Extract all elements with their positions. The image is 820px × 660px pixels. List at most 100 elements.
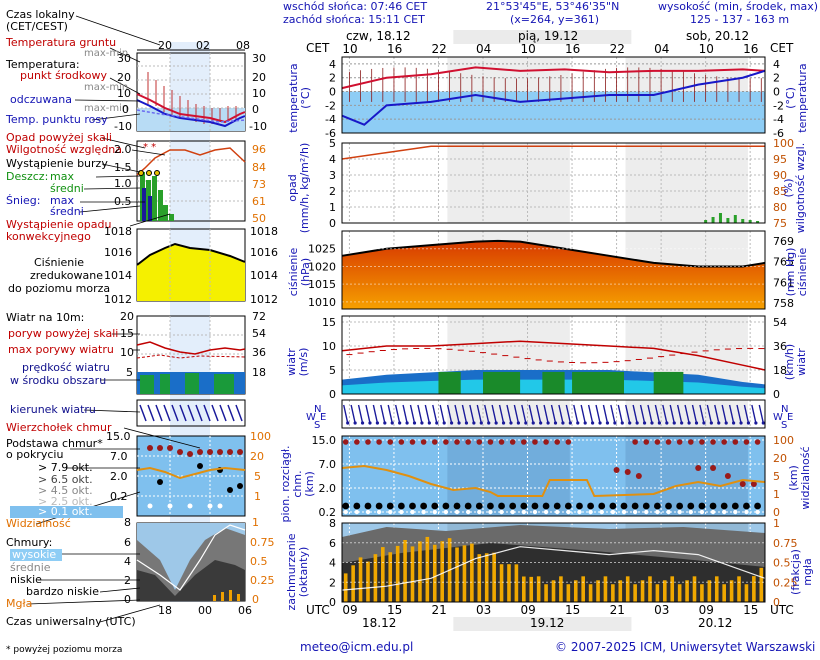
precip-over-label: Opad powyżej skali	[6, 131, 112, 144]
wind-frame	[341, 315, 766, 395]
cloud-top-dot	[676, 439, 683, 445]
temp-mid-label: punkt środkowy	[20, 69, 108, 82]
day-top-0: czw, 18.12	[346, 29, 411, 43]
wind-dir-head	[398, 421, 402, 425]
cloud-base-dot-light	[599, 509, 604, 515]
cloud-top-dot	[643, 439, 650, 445]
wind-l-5: 5	[126, 366, 133, 379]
cloud-base-dot-light	[443, 509, 449, 515]
cover-tick: 0	[329, 596, 336, 609]
fog-label: Mgła	[6, 597, 33, 610]
wind-dir-arrow	[647, 404, 653, 424]
wind-dir-head	[531, 421, 535, 425]
fog-tick: 0	[773, 596, 780, 609]
day-top-2: sob, 20.12	[686, 29, 750, 43]
wind-dir-head	[732, 421, 736, 425]
snow-avg-label: średni	[50, 205, 84, 218]
fog-bar	[566, 584, 571, 602]
cloud-base-dot	[464, 502, 472, 510]
wind-dir-arrow	[454, 404, 460, 424]
sunset-text: zachód słońca: 15:11 CET	[283, 13, 425, 26]
email-link[interactable]: meteo@icm.edu.pl	[300, 640, 414, 654]
cloud-l-7: 7.0	[110, 450, 128, 463]
cloud-top-dot	[409, 439, 416, 445]
wind-dir-head	[472, 421, 476, 425]
temp-tick-right: 4	[773, 58, 780, 71]
cloud-top-dot	[699, 439, 705, 445]
wind-dir-head	[694, 421, 699, 425]
cloud-base-dot	[553, 502, 561, 510]
wind-direction-label: kierunek wiatru	[10, 403, 96, 416]
hum-r-96: 96	[252, 143, 266, 156]
local-time-label: Czas lokalny	[6, 8, 75, 21]
cover-l-0: 0	[124, 593, 131, 606]
cloud-base-dot-light	[666, 509, 671, 515]
day-header-bg-0	[342, 30, 454, 44]
cet-hour: 04	[654, 42, 670, 56]
cloud-tick: 15.0	[312, 434, 337, 447]
utc-label-left: UTC	[306, 603, 330, 617]
rain-bar	[726, 218, 730, 223]
wind-dir-arrow	[394, 404, 401, 424]
cloud-top-dot	[376, 439, 382, 445]
wind-green-block	[653, 371, 684, 394]
humidity-axis-title: (%) wilgotność wzgl.	[782, 135, 807, 241]
wind-dir-head	[754, 421, 758, 425]
temp-axis-text: temperatura (°C)	[287, 63, 312, 133]
pressure-right-tick: 765	[773, 256, 794, 269]
cloud-top-dot	[654, 439, 661, 445]
cloud-mid-dot	[613, 467, 620, 473]
legend-feels-line	[136, 99, 246, 128]
okt-45: > 4.5 okt.	[38, 484, 93, 497]
cloud-base-dot	[386, 502, 394, 510]
wind-dir-head	[383, 421, 387, 425]
okt-65: > 6.5 okt.	[38, 473, 93, 486]
vis-r-5: 5	[254, 470, 261, 483]
cover-verylow-label: bardzo niskie	[26, 585, 99, 598]
cloud-top-dot	[721, 439, 727, 445]
temp-axis-right-text: (°C) temperatura	[784, 63, 809, 133]
legend-dew-line	[136, 109, 246, 123]
cloud-base-dot-light	[421, 509, 426, 515]
cloud-base-dot-light	[410, 509, 415, 515]
conv-label-1: Wystąpienie opadu	[6, 218, 112, 231]
wind-dir-head	[442, 421, 446, 425]
fog-bar	[484, 553, 489, 602]
wind-dir-head	[368, 421, 372, 425]
wind-tick: 10	[322, 340, 336, 353]
cloud-base-dot-light	[566, 509, 571, 515]
humidity-tick: 75	[773, 217, 787, 230]
press-l-1018: 1018	[104, 225, 132, 238]
dir-w-label: W	[773, 412, 783, 423]
cloud-top-dot	[398, 439, 405, 445]
fog-bar	[492, 552, 496, 602]
local-time-label-2: (CET/CEST)	[6, 20, 68, 33]
precip-l-15: 1.5	[114, 161, 132, 174]
cloud-base-dot	[698, 502, 706, 510]
utc-label: Czas uniwersalny (UTC)	[6, 615, 136, 628]
wind-dir-head	[501, 421, 506, 425]
vis-axis-title: (km) widzialność	[787, 430, 812, 526]
wind-speed-label-2: w środku obszaru	[10, 374, 107, 387]
wind-dir-head	[598, 421, 602, 425]
legend-gust-line	[136, 341, 246, 355]
cloud-base-dot-light	[610, 509, 616, 515]
wind-dir-arrow	[684, 404, 690, 424]
day-bottom-0: 18.12	[362, 616, 397, 630]
cet-hour: 16	[386, 42, 403, 56]
cloud-base-dot-light	[376, 509, 382, 515]
snow-max-label: max	[50, 194, 74, 207]
wind-green-block	[438, 371, 461, 394]
cloud-top-dot	[476, 439, 483, 445]
wind-dir-head	[346, 421, 350, 425]
cloud-base-dot-light	[755, 509, 760, 515]
temp-l-20: 20	[117, 71, 131, 84]
wind-dir-arrow	[343, 404, 349, 424]
temp-tick-right: -6	[773, 127, 784, 140]
cover-low-label: niskie	[10, 573, 42, 586]
wind-dir-arrow	[728, 404, 735, 424]
wind-dir-head	[724, 421, 728, 425]
cloud-top-dot	[420, 439, 427, 445]
wind-green-block	[483, 371, 521, 394]
wind-dir-head	[576, 421, 580, 425]
